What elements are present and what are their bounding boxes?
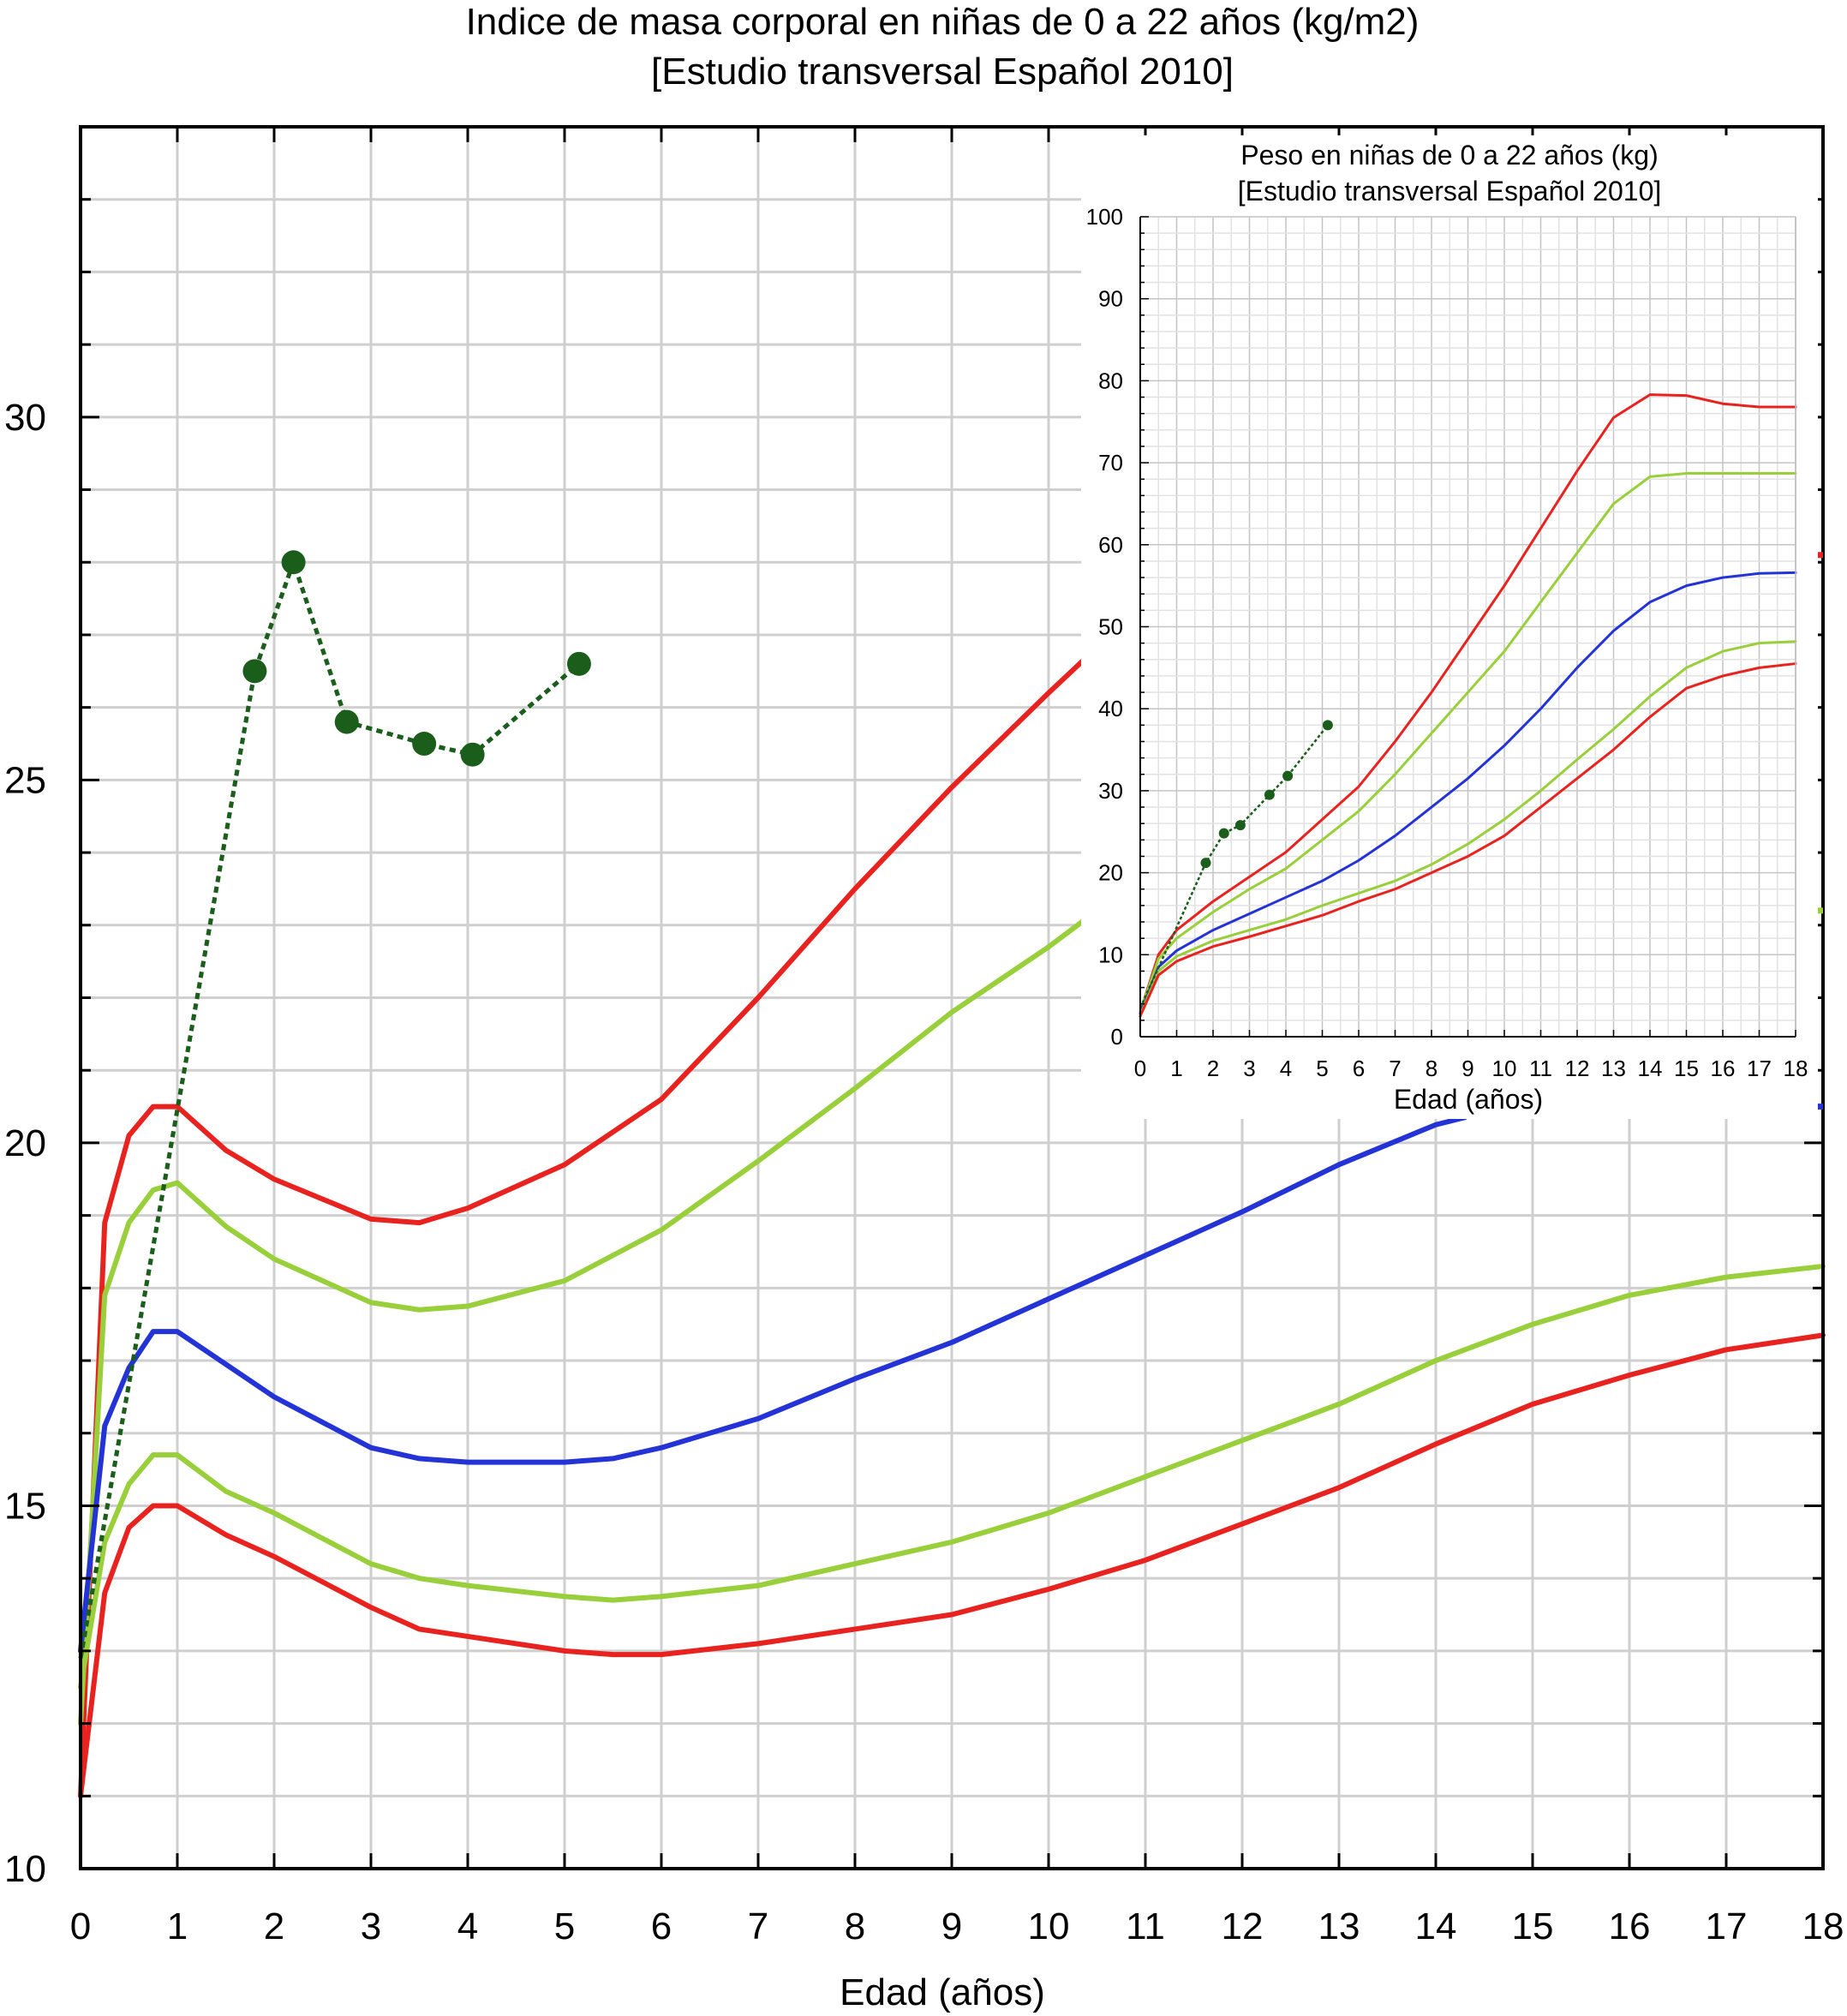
inset-x-tick-label: 5 [1316,1056,1328,1081]
bmi-percentile-line-1 [78,654,1091,1799]
bmi-x-tick-label: 10 [1028,1905,1070,1947]
inset-x-tick-label: 12 [1565,1056,1590,1081]
bmi-patient-point [460,742,485,767]
bmi-x-tick-label: 18 [1802,1905,1844,1947]
inset-x-tick-label: 1 [1170,1056,1182,1081]
bmi-x-tick-label: 16 [1609,1905,1651,1947]
bmi-x-tick-label: 12 [1222,1905,1264,1947]
bmi-x-tick-label: 14 [1415,1905,1457,1947]
inset-y-tick-label: 20 [1098,860,1123,886]
inset-x-tick-label: 0 [1134,1056,1146,1081]
inset-y-tick-label: 40 [1098,696,1123,721]
inset-x-tick-label: 16 [1711,1056,1736,1081]
inset-x-tick-label: 10 [1492,1056,1517,1081]
inset-x-tick-label: 7 [1389,1056,1401,1081]
bmi-x-tick-label: 7 [748,1905,768,1947]
bmi-x-tick-label: 2 [264,1905,284,1947]
bmi-x-axis-label: Edad (años) [840,1971,1045,2013]
inset-chart-subtitle: [Estudio transversal Español 2010] [1238,176,1662,206]
inset-percentile-line-5 [1139,662,1797,1018]
bmi-chart-subtitle: [Estudio transversal Español 2010] [651,51,1234,93]
bmi-y-tick-label: 30 [4,397,46,439]
bmi-x-tick-label: 15 [1512,1905,1554,1947]
inset-percentile-line-3 [1139,571,1797,1015]
inset-patient-point [1234,820,1246,831]
bmi-y-tick-label: 20 [4,1122,46,1164]
inset-x-tick-label: 15 [1674,1056,1699,1081]
bmi-x-tick-label: 17 [1706,1905,1748,1947]
inset-patient-point [1264,789,1275,800]
inset-x-tick-label: 13 [1601,1056,1626,1081]
inset-patient-point [1282,770,1294,781]
inset-series-group [1139,393,1797,1018]
bmi-patient-point [334,709,359,734]
inset-tick-labels: 0 1 2 3 4 5 6 7 8 9 10 11 12 13 14 15 16 17 18010203040506… [1086,204,1808,1081]
bmi-percentile-line-5 [78,1332,1826,1799]
inset-x-axis-label: Edad (años) [1394,1084,1543,1115]
bmi-x-tick-label: 5 [554,1905,575,1947]
inset-y-tick-label: 80 [1098,368,1123,393]
bmi-percentile-line-4 [78,1263,1826,1690]
inset-percentile-line-1 [1139,393,1797,1014]
inset-y-tick-label: 0 [1111,1024,1123,1050]
inset-y-tick-label: 70 [1098,450,1123,476]
inset-y-tick-label: 30 [1098,778,1123,804]
inset-y-tick-label: 60 [1098,532,1123,558]
inset-x-tick-label: 4 [1280,1056,1292,1081]
bmi-percentile-line-2 [78,915,1091,1726]
inset-patient-point [1322,720,1333,731]
inset-percentile-line-4 [1139,640,1797,1017]
bmi-y-tick-label: 10 [4,1848,46,1890]
bmi-x-tick-label: 8 [845,1905,865,1947]
inset-y-tick-label: 10 [1098,942,1123,967]
inset-gridlines [1139,216,1796,1038]
inset-x-tick-label: 11 [1529,1056,1552,1081]
bmi-patient-point [412,732,437,757]
bmi-y-tick-label: 15 [4,1485,46,1527]
inset-patient-point [1218,828,1229,839]
inset-x-tick-label: 6 [1353,1056,1365,1081]
bmi-y-tick-label: 25 [4,759,46,801]
bmi-percentile-line-3 [78,1115,1467,1654]
bmi-x-tick-label: 4 [457,1905,478,1947]
inset-x-tick-label: 2 [1207,1056,1219,1081]
bmi-x-tick-label: 3 [361,1905,381,1947]
inset-x-tick-label: 8 [1426,1056,1438,1081]
bmi-x-tick-label: 9 [941,1905,962,1947]
inset-y-tick-label: 50 [1098,614,1123,640]
inset-x-tick-label: 17 [1747,1056,1772,1081]
inset-chart-title: Peso en niñas de 0 a 22 años (kg) [1240,140,1658,170]
bmi-chart-title: Indice de masa corporal en niñas de 0 a … [466,1,1420,43]
inset-x-tick-label: 18 [1784,1056,1808,1081]
inset-y-tick-label: 100 [1086,204,1123,230]
inset-x-tick-label: 14 [1638,1056,1663,1081]
inset-axes [1139,216,1796,1038]
bmi-x-tick-label: 0 [70,1905,91,1947]
bmi-x-tick-label: 13 [1318,1905,1360,1947]
weight-inset-chart: Peso en niñas de 0 a 22 años (kg) [Estud… [1081,135,1818,1119]
inset-patient-point [1200,858,1211,869]
bmi-x-tick-label: 11 [1126,1905,1165,1947]
inset-x-tick-label: 3 [1243,1056,1255,1081]
inset-percentile-line-2 [1139,472,1797,1014]
bmi-x-tick-label: 6 [651,1905,672,1947]
inset-y-tick-label: 90 [1098,286,1123,312]
bmi-series-group [78,550,1826,1799]
bmi-patient-point [242,659,267,684]
bmi-x-tick-label: 1 [167,1905,188,1947]
inset-x-tick-label: 9 [1461,1056,1473,1081]
bmi-patient-point [566,651,591,676]
bmi-patient-point [281,550,306,575]
